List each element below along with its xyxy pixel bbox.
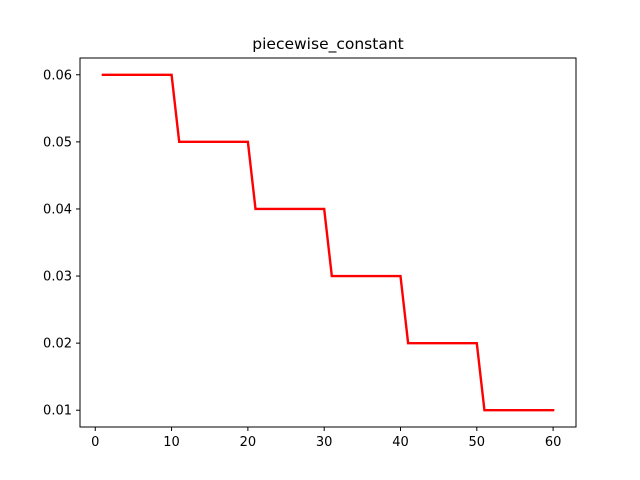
- series-line: [101, 73, 555, 412]
- x-tick-label: 20: [240, 435, 257, 450]
- y-tick-label: 0.02: [43, 337, 72, 352]
- x-tick-label: 40: [392, 435, 409, 450]
- chart-title: piecewise_constant: [252, 35, 403, 54]
- y-tick-label: 0.06: [43, 68, 72, 83]
- x-tick-label: 0: [91, 435, 99, 450]
- x-axis: 0 10 20 30 40 50 60: [91, 427, 561, 450]
- x-tick-label: 60: [545, 435, 562, 450]
- y-tick-label: 0.03: [43, 270, 72, 285]
- plot-frame: [79, 57, 577, 428]
- y-tick-label: 0.04: [43, 202, 72, 217]
- y-axis: 0.01 0.02 0.03 0.04 0.05 0.06: [43, 68, 80, 419]
- series-layer: [101, 73, 555, 412]
- x-tick-label: 50: [469, 435, 486, 450]
- y-tick-label: 0.01: [43, 404, 72, 419]
- x-tick-label: 10: [163, 435, 180, 450]
- x-tick-label: 30: [316, 435, 333, 450]
- y-tick-label: 0.05: [43, 135, 72, 150]
